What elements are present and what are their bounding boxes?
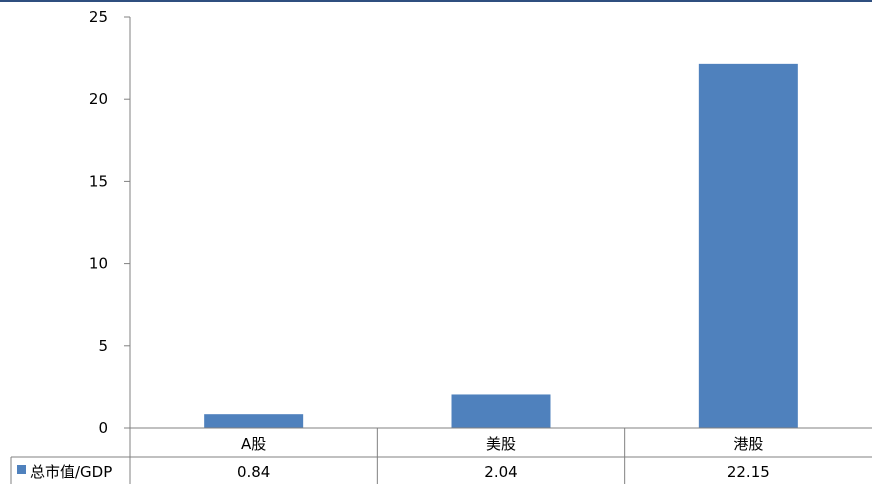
legend-swatch — [17, 465, 26, 474]
legend-series-name: 总市值/GDP — [30, 463, 112, 481]
bar — [451, 394, 551, 428]
y-tick-label: 20 — [89, 90, 108, 108]
y-axis: 0 5 10 15 20 25 — [89, 8, 131, 484]
y-tick-label: 15 — [89, 172, 108, 190]
data-table-value: 0.84 — [237, 463, 270, 481]
bar — [204, 414, 304, 428]
y-tick-label: 5 — [98, 337, 108, 355]
data-table-value: 2.04 — [484, 463, 517, 481]
top-rule — [0, 0, 872, 2]
y-tick-label: 25 — [89, 8, 108, 26]
category-label: A股 — [241, 435, 266, 453]
bars — [204, 63, 798, 428]
data-table: A股 美股 港股 0.84 2.04 22.15 总市值/GDP — [10, 427, 872, 484]
category-label: 港股 — [733, 435, 763, 453]
data-table-value: 22.15 — [727, 463, 770, 481]
category-label: 美股 — [486, 435, 516, 453]
y-tick-label: 10 — [89, 255, 108, 273]
y-tick-label: 0 — [98, 419, 108, 437]
bar — [698, 63, 798, 428]
